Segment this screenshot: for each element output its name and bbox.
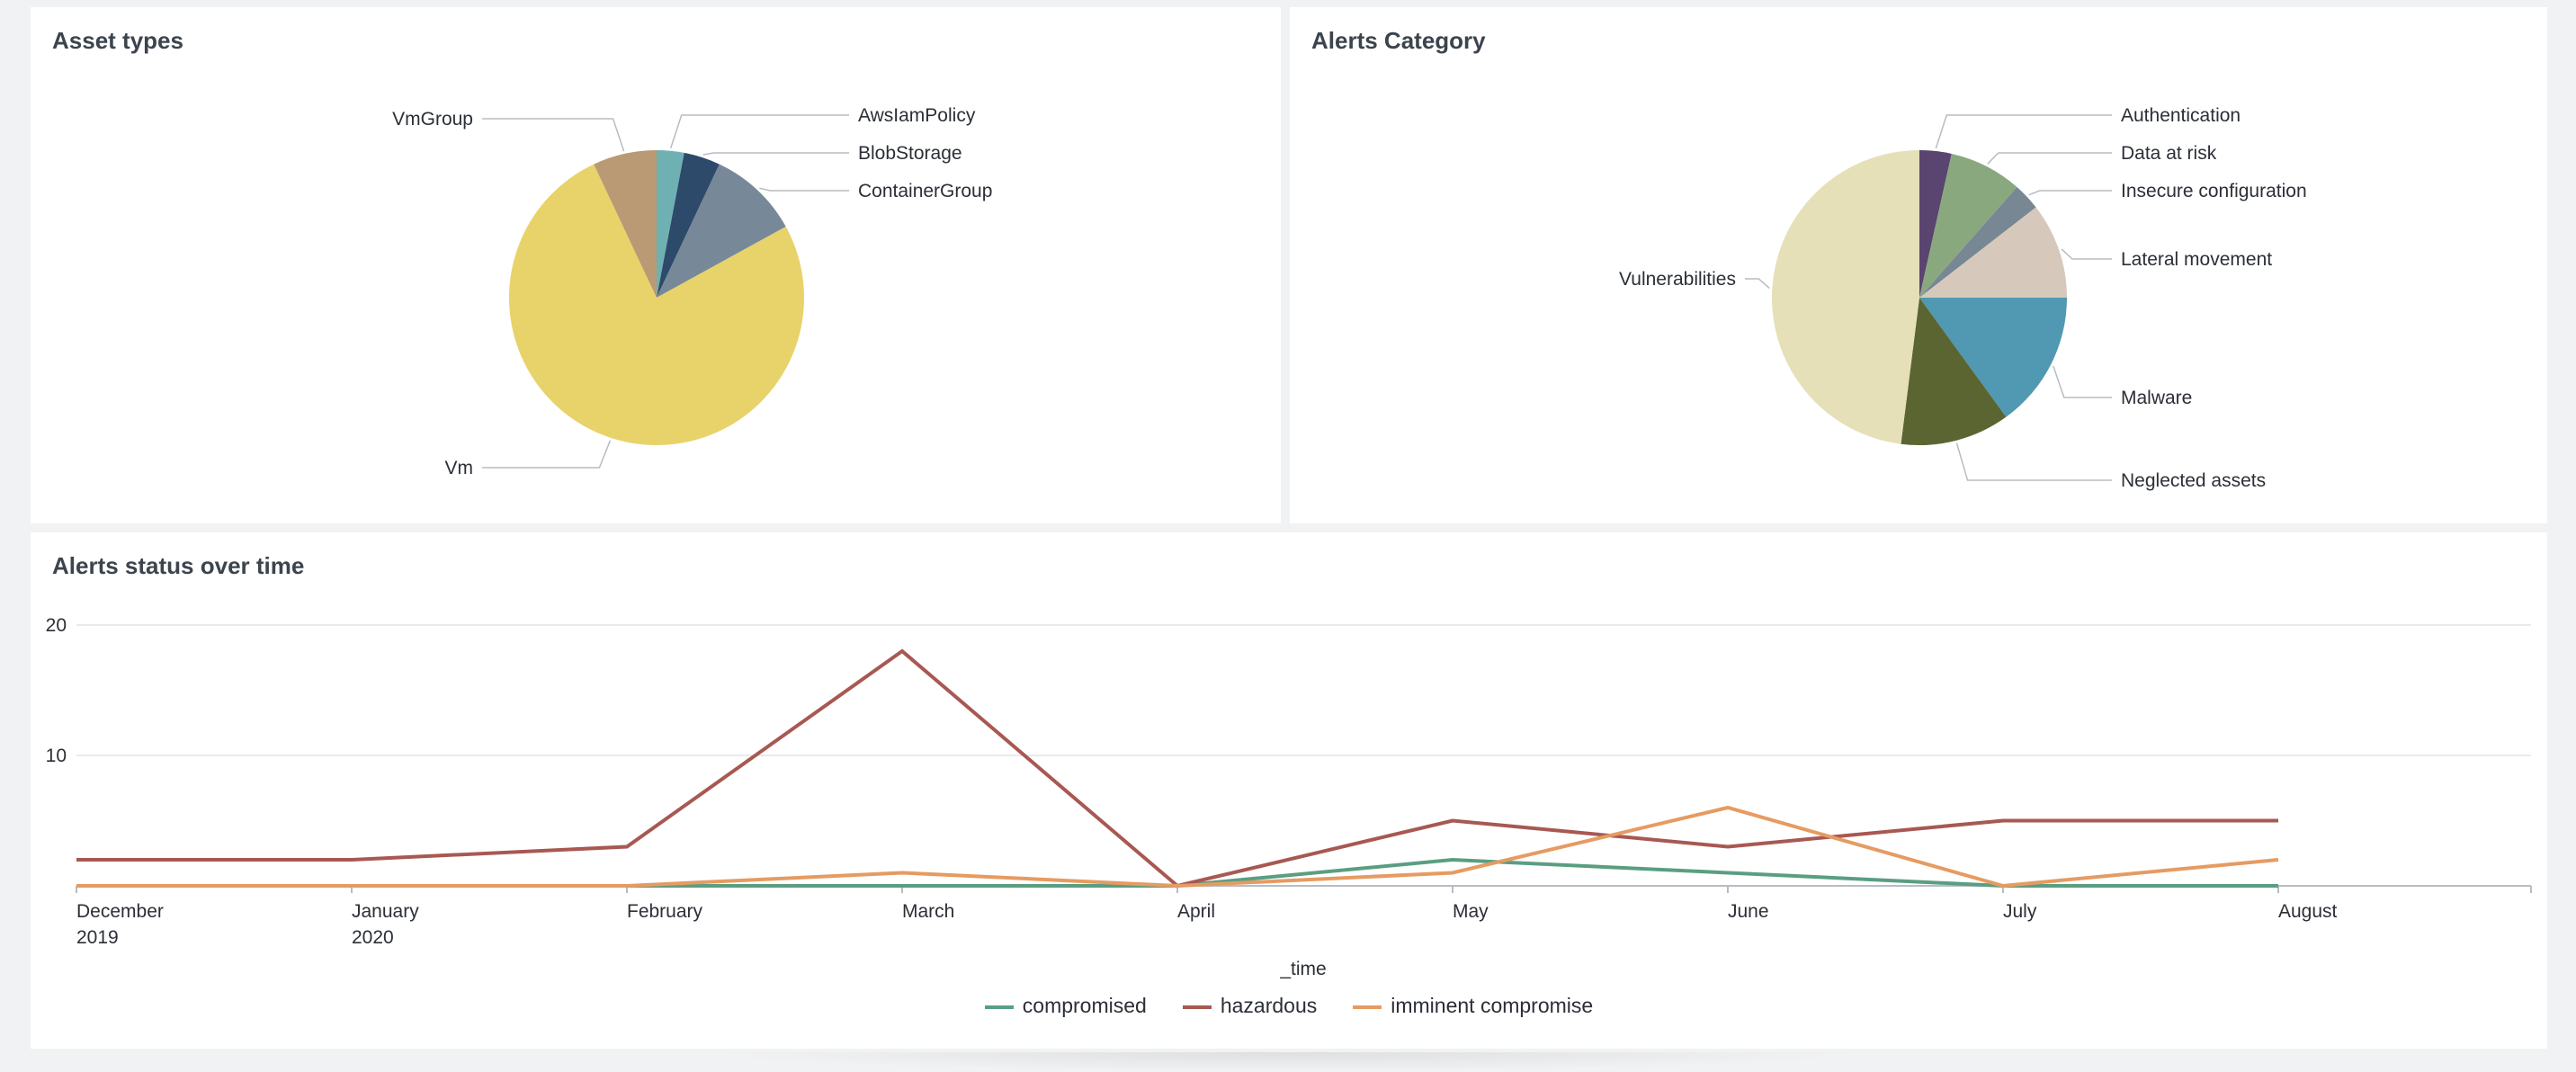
leader-line-vmgroup <box>482 118 625 152</box>
asset-types-panel: Asset types AwsIamPolicy BlobStorage Conta… <box>31 7 1281 523</box>
x-tick-label: March <box>902 901 954 922</box>
x-tick-label: August <box>2278 901 2338 922</box>
leader-line-insecure-configuration <box>2028 190 2112 196</box>
asset-types-pie-chart: AwsIamPolicy BlobStorage ContainerGroup VmG… <box>392 105 992 478</box>
legend-label: hazardous <box>1220 994 1318 1017</box>
pie-slice-containergroup[interactable] <box>657 164 786 298</box>
pie-label-neglected-assets: Neglected assets <box>2121 470 2266 491</box>
asset-types-title: Asset types <box>52 27 183 54</box>
y-tick-label: 20 <box>46 615 67 636</box>
legend-item-compromised[interactable]: compromised <box>984 994 1147 1018</box>
series-line-compromised[interactable] <box>76 857 2278 888</box>
legend-swatch <box>1353 1005 1382 1009</box>
x-tick-label: April <box>1177 901 1215 922</box>
leader-line-malware <box>2053 365 2112 398</box>
legend-label: compromised <box>1022 994 1147 1017</box>
x-tick-label: December <box>76 901 164 922</box>
alerts-status-panel: Alerts status over time 10 20 December 2019… <box>31 532 2547 1049</box>
leader-line-containergroup <box>759 187 849 192</box>
x-axis-title: _time <box>1279 959 1326 979</box>
y-tick-label: 10 <box>46 746 67 766</box>
leader-line-neglected-assets <box>1955 442 2112 481</box>
series-line-imminent-compromise[interactable] <box>76 805 2279 889</box>
alerts-category-title: Alerts Category <box>1311 27 1486 54</box>
pie-label-blobstorage: BlobStorage <box>858 143 962 164</box>
leader-line-blobstorage <box>702 152 849 156</box>
pie-label-vulnerabilities: Vulnerabilities <box>1619 269 1736 290</box>
alerts-status-title: Alerts status over time <box>52 552 305 579</box>
leader-line-lateral-movement <box>2061 248 2112 260</box>
x-tick-label: July <box>2003 901 2037 922</box>
pie-label-awsiampolicy: AwsIamPolicy <box>858 105 976 126</box>
pie-label-insecure-configuration: Insecure configuration <box>2121 181 2307 201</box>
pie-label-vmgroup: VmGroup <box>392 109 473 130</box>
legend-swatch <box>1182 1005 1212 1009</box>
pie-slice-data-at-risk[interactable] <box>1919 153 2017 298</box>
alerts-category-pie-chart: Authentication Data at risk Insecure confi… <box>1619 105 2307 491</box>
x-tick-label: 2020 <box>352 927 394 948</box>
pie-slice-awsiampolicy[interactable] <box>657 150 684 298</box>
series-line-hazardous[interactable] <box>76 648 2278 889</box>
leader-line-vm <box>482 440 612 469</box>
alerts-category-panel: Alerts Category Authentication Data at ri… <box>1290 7 2547 523</box>
pie-label-data-at-risk: Data at risk <box>2121 143 2217 164</box>
pie-label-vm: Vm <box>445 458 474 478</box>
pie-slice-malware[interactable] <box>1919 298 2067 417</box>
pie-label-malware: Malware <box>2121 388 2192 408</box>
x-tick-label: January <box>352 901 419 922</box>
leader-line-vulnerabilities <box>1745 278 1770 290</box>
pie-slice-authentication[interactable] <box>1919 150 1952 298</box>
legend-swatch <box>984 1005 1014 1009</box>
legend-label: imminent compromise <box>1391 994 1594 1017</box>
x-tick-label: 2019 <box>76 927 119 948</box>
x-tick-label: May <box>1453 901 1489 922</box>
pie-slice-vm[interactable] <box>508 164 804 445</box>
x-tick-label: February <box>627 901 703 922</box>
leader-line-data-at-risk <box>1987 152 2112 165</box>
legend-item-hazardous[interactable]: hazardous <box>1182 994 1318 1018</box>
pie-slice-neglected-assets[interactable] <box>1901 298 2007 445</box>
pie-slice-vulnerabilities[interactable] <box>1772 150 1919 444</box>
pie-slice-blobstorage[interactable] <box>657 152 720 298</box>
leader-line-authentication <box>1935 114 2112 149</box>
pie-label-lateral-movement: Lateral movement <box>2121 249 2272 270</box>
pie-slice-insecure-configuration[interactable] <box>1919 186 2036 298</box>
bottom-shadow <box>702 1052 1871 1072</box>
legend-item-imminent-compromise[interactable]: imminent compromise <box>1353 994 1593 1018</box>
chart-legend: compromised hazardous imminent compromise <box>31 994 2547 1018</box>
x-tick-label: June <box>1728 901 1769 922</box>
alerts-status-line-chart: 10 20 December 2019 January 2020 February March… <box>46 615 2532 979</box>
leader-line-awsiampolicy <box>670 114 849 148</box>
pie-label-containergroup: ContainerGroup <box>858 181 992 201</box>
pie-slice-vmgroup[interactable] <box>594 150 657 298</box>
pie-slice-lateral-movement[interactable] <box>1919 207 2067 298</box>
pie-label-authentication: Authentication <box>2121 105 2241 126</box>
